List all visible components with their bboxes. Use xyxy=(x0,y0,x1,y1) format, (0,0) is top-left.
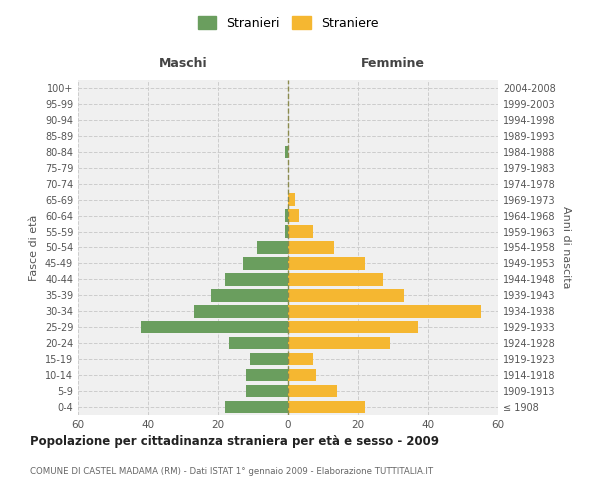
Bar xyxy=(288,369,316,382)
Bar xyxy=(257,242,288,254)
Y-axis label: Anni di nascita: Anni di nascita xyxy=(561,206,571,288)
Bar xyxy=(211,289,288,302)
Bar xyxy=(288,321,418,334)
Bar xyxy=(284,210,288,222)
Text: Femmine: Femmine xyxy=(361,57,425,70)
Bar xyxy=(246,385,288,398)
Bar xyxy=(288,305,481,318)
Bar xyxy=(246,369,288,382)
Bar xyxy=(229,337,288,349)
Bar xyxy=(250,353,288,366)
Text: COMUNE DI CASTEL MADAMA (RM) - Dati ISTAT 1° gennaio 2009 - Elaborazione TUTTITA: COMUNE DI CASTEL MADAMA (RM) - Dati ISTA… xyxy=(30,468,433,476)
Bar xyxy=(288,257,365,270)
Bar xyxy=(288,337,389,349)
Bar xyxy=(284,146,288,158)
Bar xyxy=(284,226,288,238)
Bar xyxy=(225,401,288,413)
Bar xyxy=(288,289,404,302)
Bar xyxy=(288,242,334,254)
Bar xyxy=(288,210,299,222)
Bar xyxy=(288,226,313,238)
Bar xyxy=(242,257,288,270)
Y-axis label: Fasce di età: Fasce di età xyxy=(29,214,39,280)
Bar xyxy=(288,273,383,285)
Bar xyxy=(288,194,295,206)
Bar xyxy=(141,321,288,334)
Bar xyxy=(193,305,288,318)
Bar xyxy=(288,401,365,413)
Text: Popolazione per cittadinanza straniera per età e sesso - 2009: Popolazione per cittadinanza straniera p… xyxy=(30,435,439,448)
Text: Maschi: Maschi xyxy=(158,57,208,70)
Bar xyxy=(288,385,337,398)
Bar xyxy=(225,273,288,285)
Legend: Stranieri, Straniere: Stranieri, Straniere xyxy=(193,11,383,35)
Bar xyxy=(288,353,313,366)
